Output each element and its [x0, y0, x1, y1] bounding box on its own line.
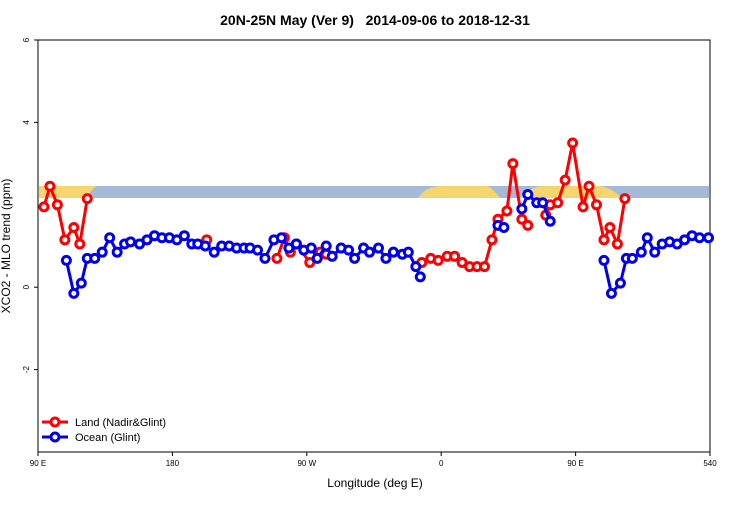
x-tick-label: 0: [439, 459, 444, 468]
y-tick-label: 0: [22, 284, 31, 289]
point: [604, 221, 616, 233]
legend-marker: [49, 431, 61, 443]
point: [544, 215, 556, 227]
point: [178, 230, 190, 242]
point: [380, 252, 392, 264]
point: [598, 254, 610, 266]
point: [507, 158, 519, 170]
point: [552, 197, 564, 209]
point: [619, 193, 631, 205]
point: [605, 287, 617, 299]
point: [614, 277, 626, 289]
point: [68, 221, 80, 233]
point: [583, 180, 595, 192]
point: [96, 246, 108, 258]
legend-marker: [49, 416, 61, 428]
point: [208, 246, 220, 258]
point: [591, 199, 603, 211]
point: [486, 234, 498, 246]
point: [522, 219, 534, 231]
point: [694, 232, 706, 244]
point: [44, 180, 56, 192]
plot-frame: [37, 39, 711, 453]
point: [320, 240, 332, 252]
point: [343, 244, 355, 256]
point: [349, 252, 361, 264]
y-axis-label: XCO2 - MLO trend (ppm): [0, 179, 13, 314]
x-tick-label: 180: [166, 459, 180, 468]
chart-title: 20N-25N May (Ver 9) 2014-09-06 to 2018-1…: [220, 12, 530, 28]
point: [271, 252, 283, 264]
point: [111, 246, 123, 258]
point: [402, 246, 414, 258]
point: [703, 232, 715, 244]
land-strip: [520, 186, 622, 198]
point: [372, 242, 384, 254]
point: [432, 254, 444, 266]
point: [501, 205, 513, 217]
point: [38, 201, 50, 213]
point: [598, 234, 610, 246]
land-strip: [418, 186, 500, 198]
point: [81, 193, 93, 205]
y-tick-label: 4: [22, 120, 31, 125]
point: [414, 271, 426, 283]
point: [410, 261, 422, 273]
x-tick-label: 90 E: [567, 459, 583, 468]
x-tick-label: 90 E: [30, 459, 46, 468]
point: [567, 137, 579, 149]
point: [275, 232, 287, 244]
y-tick-label: 6: [22, 37, 31, 42]
point: [649, 246, 661, 258]
point: [559, 174, 571, 186]
point: [516, 213, 528, 225]
point: [641, 232, 653, 244]
point: [311, 252, 323, 264]
point: [326, 250, 338, 262]
point: [635, 246, 647, 258]
y-tick-label: -2: [22, 365, 31, 373]
point: [449, 250, 461, 262]
point: [68, 287, 80, 299]
point: [364, 246, 376, 258]
point: [59, 234, 71, 246]
point: [51, 199, 63, 211]
point: [125, 236, 137, 248]
x-tick-label: 90 W: [297, 459, 316, 468]
point: [259, 252, 271, 264]
point: [577, 201, 589, 213]
point: [104, 232, 116, 244]
point: [89, 252, 101, 264]
point: [305, 242, 317, 254]
point: [252, 244, 264, 256]
point: [199, 240, 211, 252]
map-strip: [39, 186, 709, 198]
point: [498, 221, 510, 233]
point: [387, 246, 399, 258]
legend-label: Land (Nadir&Glint): [75, 417, 166, 429]
point: [74, 238, 86, 250]
point: [290, 238, 302, 250]
x-axis-label: Longitude (deg E): [327, 476, 422, 490]
point: [537, 197, 549, 209]
point: [522, 189, 534, 200]
point: [60, 254, 72, 266]
legend-label: Ocean (Glint): [75, 432, 140, 444]
point: [479, 261, 491, 273]
x-tick-label: 540: [703, 459, 717, 468]
point: [516, 203, 528, 215]
point: [626, 252, 638, 264]
point: [75, 277, 87, 289]
point: [611, 238, 623, 250]
